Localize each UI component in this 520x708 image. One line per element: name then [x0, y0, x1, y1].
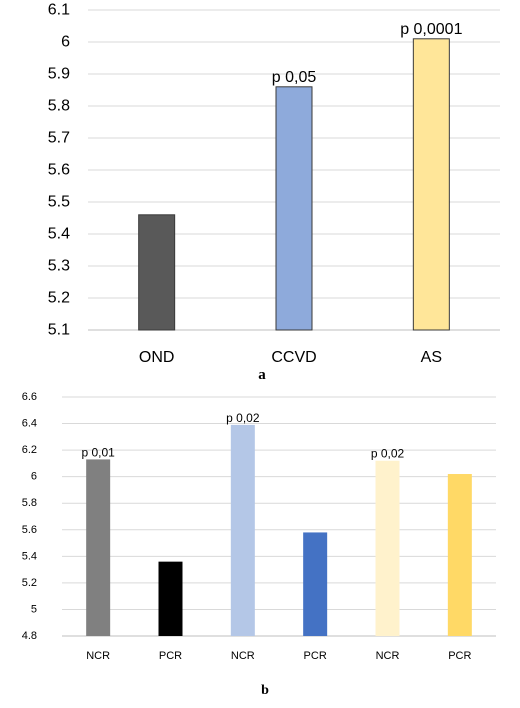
- p-value-annotation: p 0,01: [81, 445, 115, 459]
- p-value-annotation: p 0,05: [272, 69, 317, 86]
- bar: [230, 424, 255, 636]
- bar: [138, 214, 176, 331]
- bar: [303, 532, 328, 636]
- x-category-label: NCR: [231, 650, 255, 662]
- p-value-annotation: p 0,02: [226, 411, 260, 425]
- y-tick-label: 6.1: [48, 2, 70, 19]
- y-tick-label: 6: [31, 471, 37, 483]
- x-category-label: CCVD: [271, 349, 316, 366]
- bar: [158, 561, 183, 636]
- y-tick-label: 5.8: [48, 98, 70, 115]
- panel-caption: b: [261, 683, 269, 698]
- x-category-label: PCR: [304, 650, 327, 662]
- y-tick-label: 5.7: [48, 130, 70, 147]
- y-tick-label: 5.3: [48, 258, 70, 275]
- y-tick-label: 6.4: [22, 418, 37, 430]
- p-value-annotation: p 0,02: [371, 447, 405, 461]
- x-category-label: OND: [139, 349, 175, 366]
- bar: [447, 474, 472, 636]
- x-category-label: AS: [421, 349, 442, 366]
- x-category-label: PCR: [448, 650, 471, 662]
- bar: [86, 459, 111, 636]
- y-tick-label: 6: [61, 34, 70, 51]
- bar: [375, 460, 400, 636]
- y-tick-label: 5.9: [48, 66, 70, 83]
- x-category-label: PCR: [159, 650, 182, 662]
- y-tick-label: 5.2: [48, 290, 70, 307]
- y-tick-label: 6.6: [22, 391, 37, 403]
- y-tick-label: 5.2: [22, 577, 37, 589]
- x-category-label: NCR: [376, 650, 400, 662]
- y-tick-label: 4.8: [22, 630, 37, 642]
- x-category-label: NCR: [86, 650, 110, 662]
- y-tick-label: 5.1: [48, 322, 70, 339]
- y-tick-label: 6.2: [22, 444, 37, 456]
- y-tick-label: 5.5: [48, 194, 70, 211]
- y-tick-label: 5.8: [22, 497, 37, 509]
- p-value-annotation: p 0,0001: [400, 21, 462, 38]
- y-tick-label: 5: [31, 603, 37, 615]
- y-tick-label: 5.4: [22, 550, 37, 562]
- bar: [412, 38, 450, 331]
- y-tick-label: 5.6: [48, 162, 70, 179]
- bar: [275, 86, 313, 331]
- y-tick-label: 5.6: [22, 524, 37, 536]
- panel-caption: a: [258, 367, 266, 383]
- y-tick-label: 5.4: [48, 226, 70, 243]
